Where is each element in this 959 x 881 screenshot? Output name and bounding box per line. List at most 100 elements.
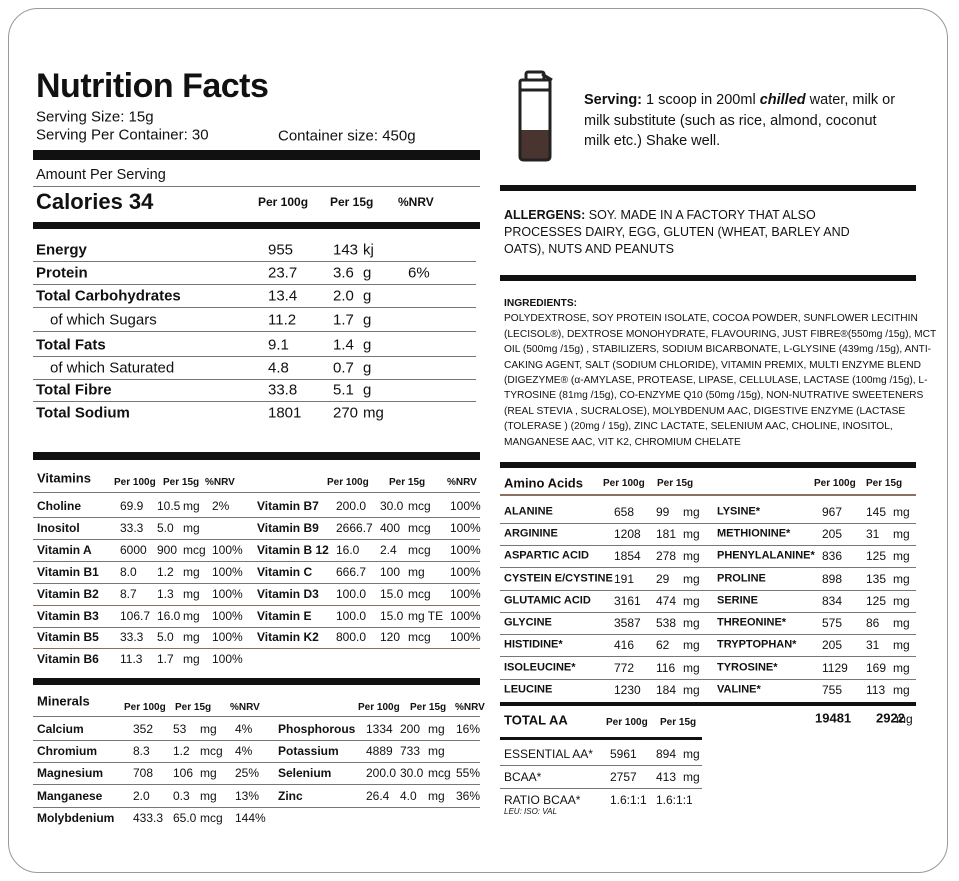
row-value: 26.4: [366, 789, 390, 803]
total-value: 19481: [815, 710, 852, 726]
row-value: mcg: [428, 766, 451, 780]
row-value: 1.6:1:1: [610, 793, 647, 807]
column-header: Per 100g: [606, 717, 648, 728]
row-value: 62: [656, 638, 670, 652]
row-value: 36%: [456, 789, 481, 803]
row-name: Selenium: [278, 766, 332, 780]
row-value: mg: [200, 722, 217, 736]
row-value: mg: [893, 594, 910, 608]
row-name: ARGININE: [504, 527, 558, 540]
row-name: Vitamin B7: [257, 499, 319, 513]
row-name: PROLINE: [717, 572, 766, 585]
rule-line: [33, 539, 480, 540]
row-value: 135: [866, 572, 887, 586]
section-title: Minerals: [37, 693, 90, 709]
row-name: TYROSINE*: [717, 661, 778, 674]
row-name: VALINE*: [717, 683, 761, 696]
ingredients: INGREDIENTS: POLYDEXTROSE, SOY PROTEIN IS…: [504, 296, 944, 450]
row-value: mg: [428, 744, 445, 758]
row-value: 100%: [450, 630, 481, 644]
row-value: 3587: [614, 616, 641, 630]
row-value: mcg: [408, 499, 431, 513]
row-value: 1.4: [333, 336, 354, 354]
row-value: 15.0: [380, 609, 404, 623]
row-value: mg: [183, 652, 200, 666]
row-value: 1854: [614, 549, 641, 563]
row-value: mg: [428, 789, 445, 803]
row-value: 2757: [610, 770, 637, 784]
row-value: mcg: [183, 543, 206, 557]
row-name: Vitamin B2: [37, 587, 99, 601]
section-title: Amino Acids: [504, 475, 583, 491]
row-value: 733: [400, 744, 421, 758]
row-value: 100: [380, 565, 401, 579]
row-value: mg: [893, 616, 910, 630]
section-title: Vitamins: [37, 470, 91, 486]
rule-line: [33, 740, 480, 741]
row-value: 1208: [614, 527, 641, 541]
rule-line: [500, 612, 916, 613]
row-value: mg: [893, 549, 910, 563]
row-name: Zinc: [278, 789, 303, 803]
row-value: 2%: [212, 499, 230, 513]
rule-bar: [500, 737, 702, 740]
row-value: g: [363, 359, 372, 377]
rule-line: [33, 716, 480, 717]
rule-bar: [33, 150, 480, 160]
row-name: CYSTEIN E/CYSTINE: [504, 572, 613, 585]
row-value: 1.3: [157, 587, 174, 601]
row-value: 200.0: [336, 499, 367, 513]
rule-bar: [33, 452, 480, 460]
row-value: 5.0: [157, 630, 174, 644]
row-value: 100%: [450, 609, 481, 623]
rule-bar: [500, 185, 916, 191]
row-value: 144%: [235, 811, 266, 825]
row-value: 0.7: [333, 359, 354, 377]
rule-line: [500, 679, 916, 680]
row-name: Chromium: [37, 744, 97, 758]
row-name: Manganese: [37, 789, 103, 803]
row-name: GLUTAMIC ACID: [504, 594, 591, 607]
row-value: 6%: [408, 264, 430, 282]
row-value: 100%: [212, 565, 243, 579]
row-value: mg: [683, 747, 700, 761]
rule-line: [500, 788, 702, 789]
column-header: Per 100g: [814, 478, 856, 489]
row-value: mcg: [200, 811, 223, 825]
row-value: 8.3: [133, 744, 150, 758]
column-header: %NRV: [455, 702, 485, 713]
column-header: %NRV: [398, 195, 434, 209]
rule-bar: [500, 275, 916, 281]
row-name: Total Fats: [36, 336, 106, 354]
row-name: Vitamin K2: [257, 630, 319, 644]
rule-line: [500, 590, 916, 591]
row-value: 708: [133, 766, 154, 780]
rule-line: [500, 656, 916, 657]
serving-text: Serving: 1 scoop in 200ml chilled water,…: [584, 90, 902, 152]
row-value: 100%: [450, 587, 481, 601]
row-value: 2.4: [380, 543, 397, 557]
row-name: ALANINE: [504, 505, 553, 518]
row-value: 125: [866, 594, 887, 608]
row-value: 836: [822, 549, 843, 563]
row-value: 1.6:1:1: [656, 793, 693, 807]
serving-label: Serving:: [584, 92, 643, 108]
column-header: Per 15g: [866, 478, 903, 489]
row-value: 898: [822, 572, 843, 586]
row-name: Total Sodium: [36, 404, 130, 422]
row-name: ESSENTIAL AA*: [504, 747, 593, 761]
row-value: g: [363, 336, 372, 354]
row-value: 100%: [212, 609, 243, 623]
row-name: ASPARTIC ACID: [504, 549, 589, 562]
row-value: 1.7: [157, 652, 174, 666]
row-value: mg: [893, 505, 910, 519]
row-value: 100.0: [336, 587, 367, 601]
row-value: 181: [656, 527, 677, 541]
row-value: 2.0: [133, 789, 150, 803]
row-value: mg: [893, 683, 910, 697]
row-name: Inositol: [37, 521, 80, 535]
row-value: 31: [866, 527, 880, 541]
column-header: Per 15g: [330, 195, 374, 209]
column-header: %NRV: [447, 477, 477, 488]
